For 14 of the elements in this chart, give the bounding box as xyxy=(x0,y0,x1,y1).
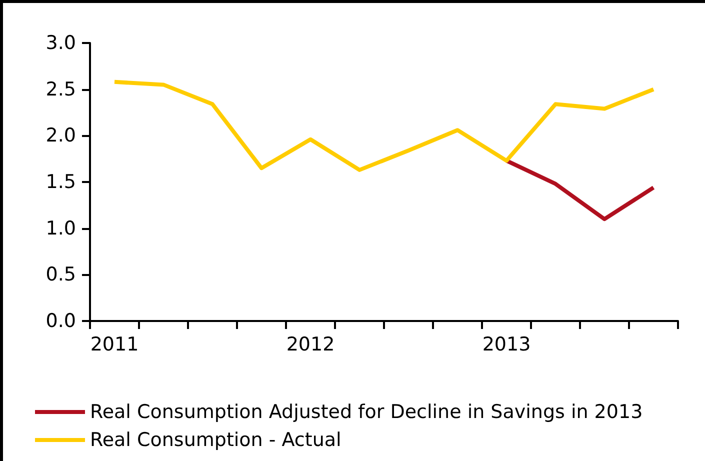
line-series xyxy=(112,80,656,172)
x-tick-label: 2012 xyxy=(286,334,335,356)
x-tick-label: 2011 xyxy=(90,334,139,356)
legend-label: Real Consumption Adjusted for Decline in Savings in 2013 xyxy=(90,401,643,423)
y-tick-label: 0.0 xyxy=(46,310,76,332)
y-tick-label: 3.0 xyxy=(46,32,76,54)
x-tick-label: 2013 xyxy=(482,334,531,356)
y-tick-label: 0.5 xyxy=(46,264,76,286)
legend-label: Real Consumption - Actual xyxy=(90,429,342,451)
y-tick-label: 2.0 xyxy=(46,124,76,147)
y-tick-label: 1.0 xyxy=(46,217,76,240)
y-tick-label: 1.5 xyxy=(46,171,76,193)
line-series xyxy=(504,158,656,222)
y-tick-label: 2.5 xyxy=(46,78,76,100)
